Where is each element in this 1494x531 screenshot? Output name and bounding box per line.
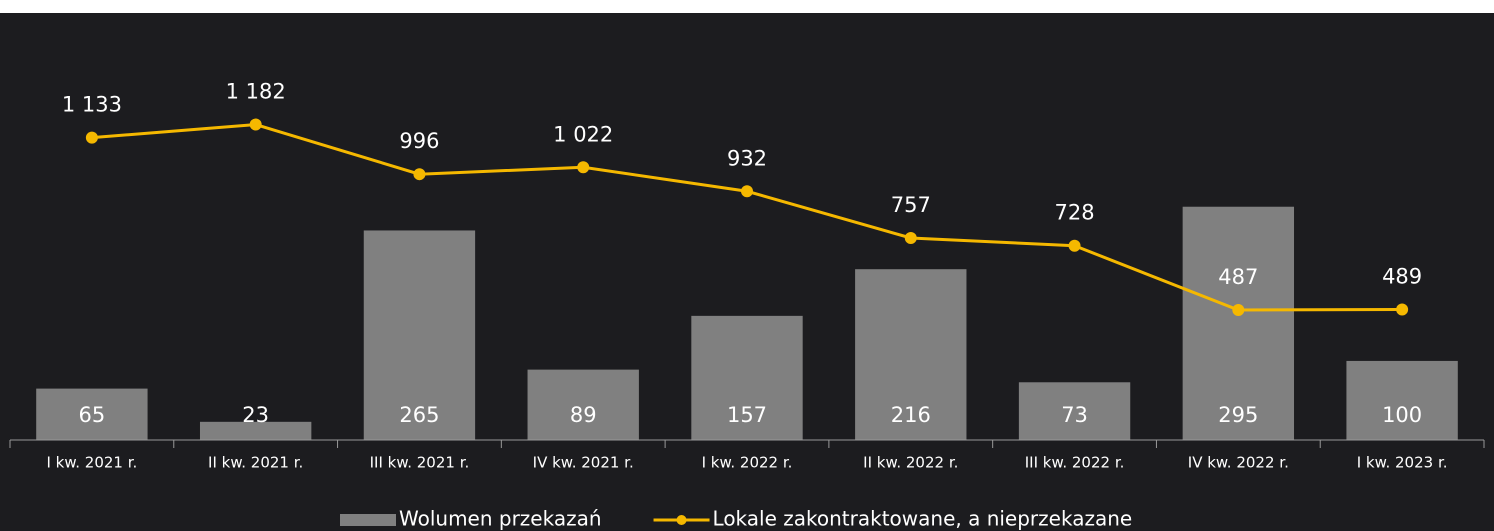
line-value-label: 757 [891, 193, 931, 217]
x-tick-label: IV kw. 2021 r. [533, 454, 634, 472]
x-tick-label: I kw. 2023 r. [1357, 454, 1448, 472]
bar-value-label: 265 [399, 403, 439, 427]
line-point [741, 185, 753, 197]
line-value-label: 1 022 [553, 122, 613, 146]
legend-swatch [340, 514, 396, 526]
bar-value-label: 157 [727, 403, 767, 427]
line-point [86, 132, 98, 144]
bar-value-label: 23 [242, 403, 269, 427]
line-point [1232, 304, 1244, 316]
line-value-label: 487 [1218, 265, 1258, 289]
line-point [1069, 240, 1081, 252]
x-tick-label: IV kw. 2022 r. [1188, 454, 1289, 472]
line-value-label: 1 182 [226, 80, 286, 104]
x-tick-label: II kw. 2021 r. [208, 454, 303, 472]
line-value-label: 932 [727, 146, 767, 170]
x-tick-label: III kw. 2022 r. [1025, 454, 1125, 472]
x-tick-label: III kw. 2021 r. [370, 454, 470, 472]
line-point [1396, 303, 1408, 315]
line-value-label: 1 133 [62, 93, 122, 117]
bar-value-label: 65 [79, 403, 106, 427]
line-point [250, 119, 262, 131]
line-point [905, 232, 917, 244]
line-value-label: 996 [399, 129, 439, 153]
legend-label: Lokale zakontraktowane, a nieprzekazane [713, 507, 1133, 531]
bar-value-label: 73 [1061, 403, 1088, 427]
bar-value-label: 100 [1382, 403, 1422, 427]
line-point [413, 168, 425, 180]
bar-value-label: 295 [1218, 403, 1258, 427]
legend-marker [677, 515, 687, 525]
bar-value-label: 89 [570, 403, 597, 427]
x-tick-label: II kw. 2022 r. [863, 454, 958, 472]
line-value-label: 489 [1382, 264, 1422, 288]
x-tick-label: I kw. 2021 r. [46, 454, 137, 472]
x-tick-label: I kw. 2022 r. [702, 454, 793, 472]
line-point [577, 161, 589, 173]
chart: 65 23 265 89 157 216 73 295 100 1 133 1 182 996 1 02… [0, 0, 1494, 531]
legend-label: Wolumen przekazań [399, 507, 602, 531]
line-value-label: 728 [1055, 201, 1095, 225]
bar-value-label: 216 [891, 403, 931, 427]
bar [1346, 361, 1457, 440]
